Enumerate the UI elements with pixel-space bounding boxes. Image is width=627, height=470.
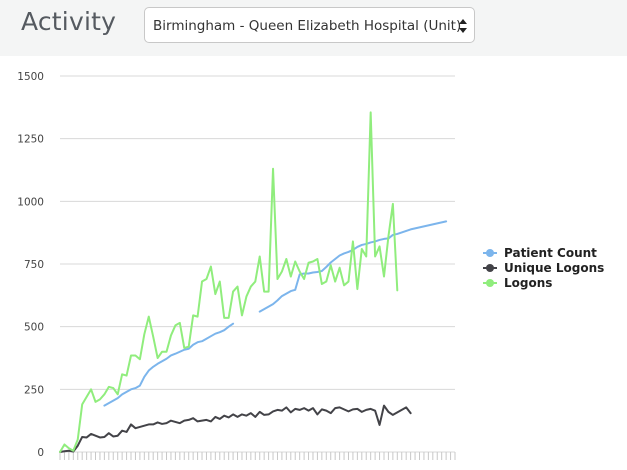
y-tick-label: 250 — [24, 384, 44, 396]
y-axis-tick-labels: 0 250 500 750 1000 1250 1500 — [17, 71, 44, 459]
unit-select-value: Birmingham - Queen Elizabeth Hospital (U… — [153, 18, 462, 34]
y-tick-label: 1250 — [17, 134, 44, 146]
series-line-logons[interactable] — [59, 111, 399, 453]
activity-line-chart: 0 250 500 750 1000 1250 1500 Patient CountUniq… — [17, 71, 604, 460]
series-line-unique-logons[interactable] — [59, 404, 412, 453]
grid-lines — [60, 75, 455, 453]
legend-item[interactable]: Unique Logons — [483, 261, 604, 275]
legend-marker — [486, 264, 494, 272]
legend-label: Unique Logons — [504, 261, 604, 275]
page-title: Activity — [21, 7, 117, 36]
select-updown-icon — [459, 19, 467, 33]
legend-item[interactable]: Patient Count — [483, 246, 597, 260]
x-axis-ticks — [59, 452, 456, 460]
legend-label: Patient Count — [504, 246, 597, 260]
unit-select[interactable]: Birmingham - Queen Elizabeth Hospital (U… — [144, 7, 475, 43]
legend-item[interactable]: Logons — [483, 276, 552, 290]
y-tick-label: 500 — [24, 322, 44, 334]
legend-marker — [486, 279, 494, 287]
y-tick-label: 750 — [24, 259, 44, 271]
legend-label: Logons — [504, 276, 552, 290]
legend-marker — [486, 249, 494, 257]
y-tick-label: 1000 — [17, 196, 44, 208]
y-tick-label: 0 — [37, 447, 44, 459]
y-tick-label: 1500 — [17, 71, 44, 83]
header-bar: Activity Birmingham - Queen Elizabeth Ho… — [0, 0, 627, 56]
series-lines — [59, 111, 448, 453]
